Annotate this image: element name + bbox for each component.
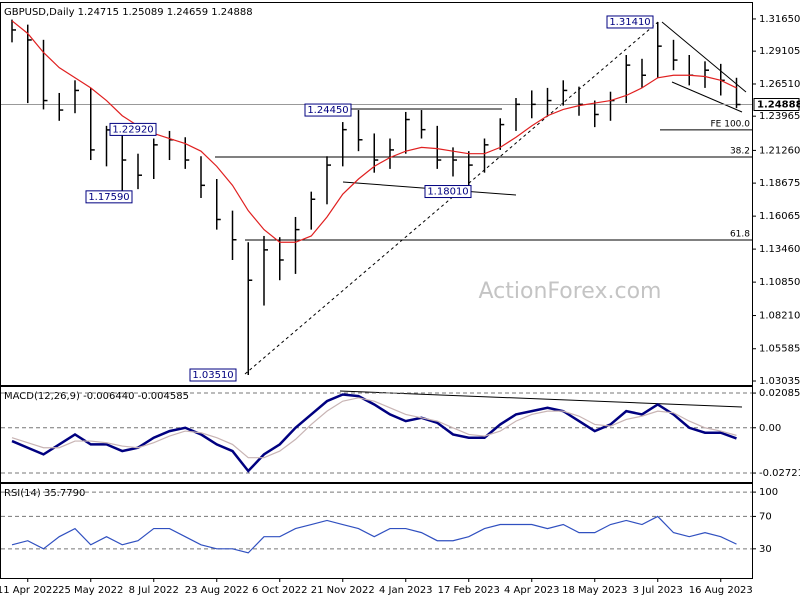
y-tick-label: 1.13460: [759, 244, 800, 255]
y-tick-label: 1.26510: [759, 79, 800, 90]
y-tick-label: 1.08210: [759, 311, 800, 322]
annotation-label: 1.17590: [88, 192, 129, 203]
annotation-box: [189, 368, 237, 382]
annotation-label: 1.31410: [609, 17, 650, 28]
y-tick-label: 70: [759, 511, 772, 522]
x-tick-label: 8 Jul 2022: [129, 585, 179, 596]
y-tick-label: 1.10850: [759, 277, 800, 288]
y-tick-label: 1.31650: [759, 14, 800, 25]
y-tick-label: 30: [759, 544, 772, 555]
y-tick-label: 100: [759, 487, 778, 498]
macd-trend-line: [339, 390, 743, 408]
x-tick-label: 18 May 2023: [562, 585, 627, 596]
channel-line: [671, 81, 743, 113]
annotation-box: [109, 122, 157, 136]
annotation-label: 1.03510: [192, 370, 233, 381]
y-tick-label: 1.03035: [759, 376, 800, 387]
y-tick-label: 1.16065: [759, 211, 800, 222]
panel-title: MACD(12,26,9) -0.006440 -0.004585: [4, 391, 189, 402]
level-label: FE 100.0: [711, 119, 751, 129]
x-tick-label: 23 Aug 2022: [185, 585, 249, 596]
annotation-label: 1.22920: [112, 124, 153, 135]
y-tick-label: 0.00: [759, 423, 781, 434]
series-line: [11, 515, 737, 554]
y-tick-label: -0.027213: [759, 468, 800, 479]
x-tick-label: 4 Jan 2023: [379, 585, 433, 596]
price-frame: [0, 2, 753, 386]
current-price-label: 1.24888: [757, 100, 800, 111]
x-tick-label: 25 May 2022: [58, 585, 123, 596]
annotation-box: [85, 190, 133, 204]
level-label: 38.2: [730, 146, 750, 156]
annotation-box: [424, 185, 472, 199]
y-tick-label: 0.020858: [759, 388, 800, 399]
series-line: [11, 397, 737, 459]
x-tick-label: 6 Oct 2022: [252, 585, 307, 596]
macd-frame: [0, 386, 753, 483]
channel-line: [661, 21, 747, 93]
x-tick-label: 16 Aug 2023: [689, 585, 753, 596]
annotation-box: [304, 103, 352, 117]
rsi-frame: [0, 483, 753, 579]
annotation-label: 1.24450: [307, 105, 348, 116]
y-tick-label: 1.23965: [759, 111, 800, 122]
x-tick-label: 21 Nov 2022: [311, 585, 375, 596]
y-tick-label: 1.21260: [759, 145, 800, 156]
series-line: [11, 20, 737, 243]
panel-title: GBPUSD,Daily 1.24715 1.25089 1.24659 1.2…: [4, 7, 253, 18]
x-tick-label: 3 Jul 2023: [633, 585, 683, 596]
y-tick-label: 1.18675: [759, 178, 800, 189]
series-line: [11, 393, 737, 473]
x-tick-label: 4 Apr 2023: [504, 585, 559, 596]
annotation-box: [606, 15, 654, 29]
x-tick-label: 11 Apr 2022: [0, 585, 59, 596]
panel-title: RSI(14) 35.7790: [4, 488, 85, 499]
level-label: 61.8: [730, 229, 750, 239]
y-tick-label: 1.05585: [759, 344, 800, 355]
annotation-label: 1.18010: [427, 187, 468, 198]
current-price-box: [753, 98, 800, 112]
watermark: ActionForex.com: [479, 279, 662, 304]
x-tick-label: 17 Feb 2023: [438, 585, 500, 596]
y-tick-label: 1.29105: [759, 46, 800, 57]
